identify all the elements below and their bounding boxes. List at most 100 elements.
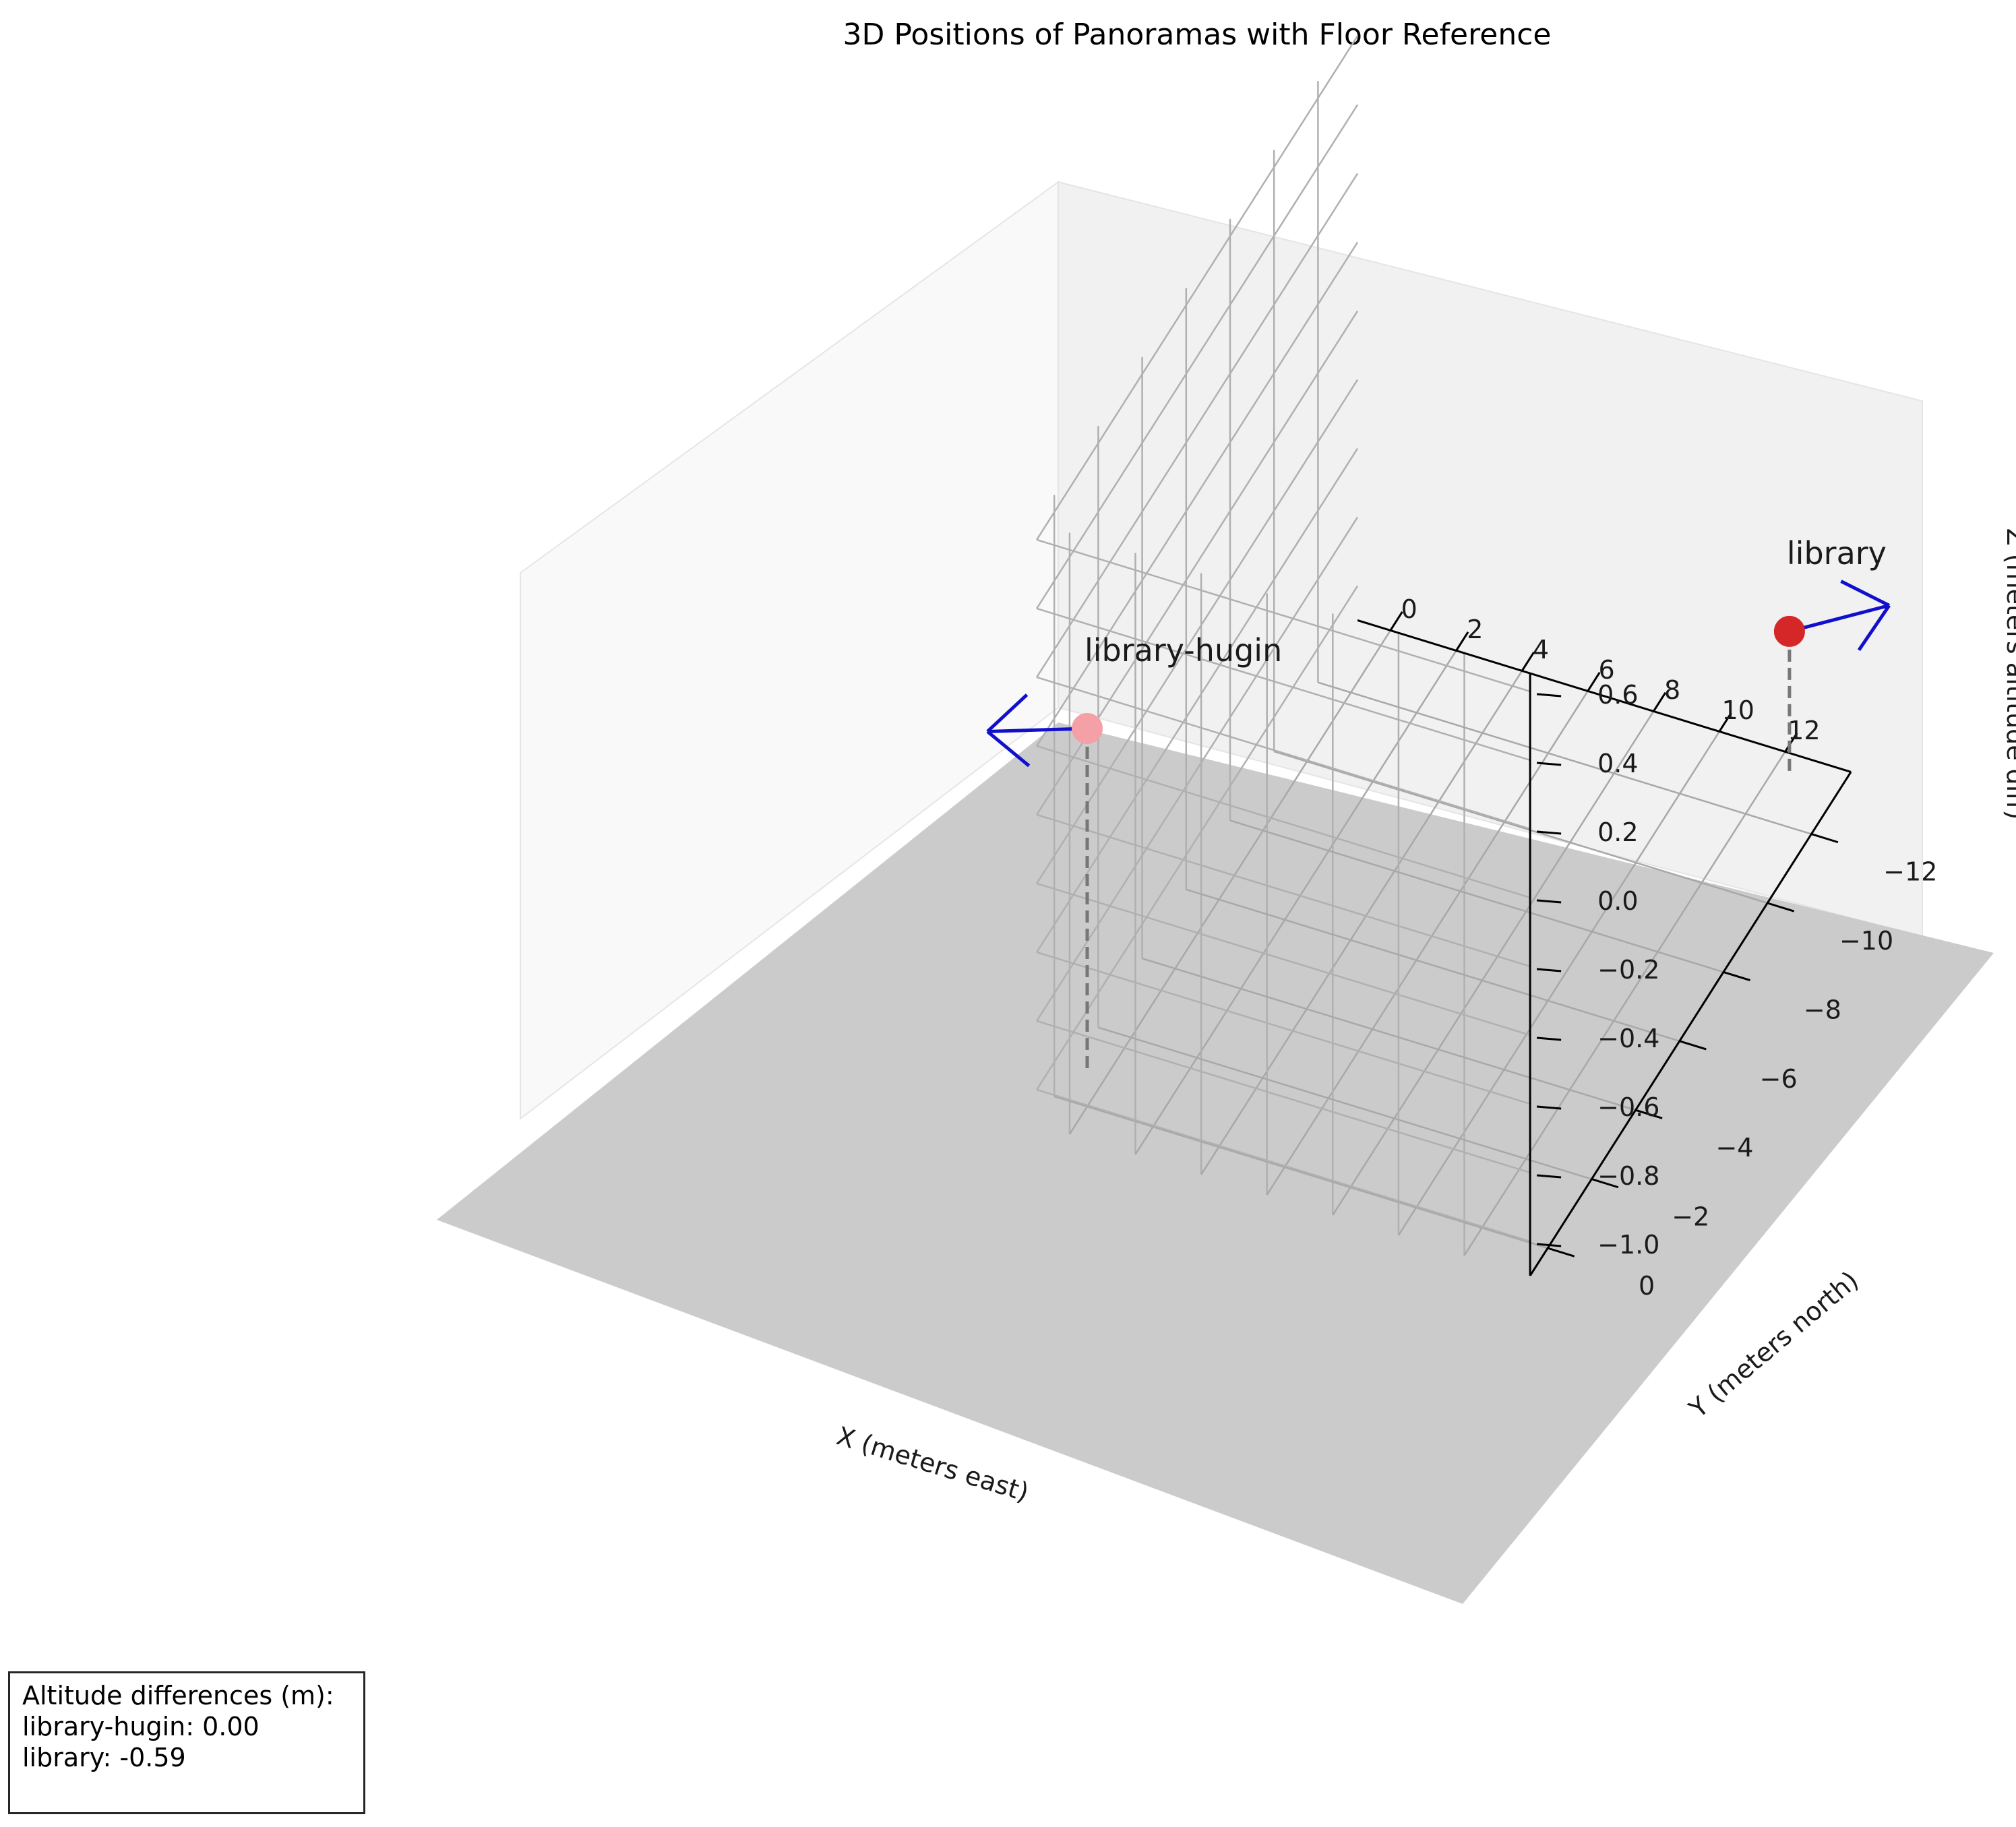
x-tick-label: 6 <box>1598 655 1614 685</box>
grid-line <box>1200 670 1523 1175</box>
grid-line <box>1036 813 1531 968</box>
y-tick <box>1591 1178 1619 1189</box>
grid-line <box>1036 607 1531 762</box>
info-box-heading: Altitude differences (m): <box>22 1681 334 1710</box>
grid-line <box>1036 104 1359 609</box>
x-tick <box>1653 691 1667 712</box>
axis-lines <box>1357 619 1852 1276</box>
y-tick <box>1767 902 1795 912</box>
grid-line <box>1036 882 1531 1036</box>
y-tick <box>1810 833 1839 844</box>
point-label: library <box>1787 535 1887 571</box>
x-axis-line <box>1357 619 1852 773</box>
y-tick <box>1679 1040 1707 1051</box>
grid-lines <box>1036 35 1812 1256</box>
z-tick <box>1536 968 1562 972</box>
grid-line <box>1098 1026 1592 1180</box>
tick-layer: 0 2 4 6 8 10 12 0 −2 −4 −6 −8 −10 −12 0.6 0.4 0.2 0.0 −0.2… <box>1389 594 1937 1301</box>
x-tick-label: 0 <box>1401 594 1417 624</box>
x-tick-label: 10 <box>1722 695 1754 725</box>
grid-line <box>1318 681 1812 835</box>
z-tick <box>1536 693 1562 698</box>
heading-arrow <box>1789 604 1890 633</box>
heading-arrow-head <box>986 730 1031 768</box>
z-tick <box>1536 1174 1562 1179</box>
data-point <box>1773 615 1805 647</box>
y-tick-label: −8 <box>1804 995 1841 1024</box>
grid-line <box>1036 447 1359 953</box>
z-tick <box>1536 1105 1562 1110</box>
grid-line <box>1463 751 1786 1256</box>
altitude-info-box: Altitude differences (m): library-hugin:… <box>8 1671 365 1814</box>
z-axis-label: Z (meters altitude diff) <box>2001 528 2016 820</box>
x-tick <box>1389 611 1403 631</box>
grid-line <box>1186 888 1680 1042</box>
grid-line <box>1036 379 1359 884</box>
grid-line <box>1036 745 1531 899</box>
y-tick-label: −4 <box>1715 1133 1753 1163</box>
grid-line <box>1142 958 1636 1111</box>
grid-line <box>1036 1020 1531 1174</box>
data-point <box>1072 713 1103 744</box>
x-tick <box>1718 712 1732 733</box>
x-tick-label: 12 <box>1788 716 1820 745</box>
z-tick <box>1536 1243 1562 1247</box>
grid-line <box>1036 241 1359 747</box>
heading-arrow-head <box>1840 580 1891 607</box>
heading-arrow-head <box>986 693 1029 733</box>
grid-line <box>1036 516 1359 1022</box>
grid-line <box>1134 650 1457 1155</box>
info-box-line: library: -0.59 <box>22 1743 186 1772</box>
z-tick-label: −0.2 <box>1597 955 1659 985</box>
y-tick <box>1723 970 1750 981</box>
x-tick-label: 2 <box>1467 615 1483 644</box>
info-box-line: library-hugin: 0.00 <box>22 1712 259 1741</box>
grid-line <box>1036 951 1531 1105</box>
heading-arrow-head <box>1857 605 1891 652</box>
grid-line <box>1036 676 1531 830</box>
chart-title: 3D Positions of Panoramas with Floor Ref… <box>843 18 1552 52</box>
z-tick-label: −1.0 <box>1597 1230 1659 1260</box>
grid-line <box>1036 173 1359 678</box>
z-tick-label: −0.6 <box>1597 1092 1659 1122</box>
data-marks: library-hugin library <box>986 535 1891 1072</box>
grid-line <box>1036 538 1531 693</box>
z-tick-label: 0.4 <box>1597 749 1638 778</box>
grid-line <box>1332 710 1655 1216</box>
grid-line <box>1053 1095 1548 1249</box>
z-tick-label: −0.8 <box>1597 1161 1659 1191</box>
x-tick <box>1587 671 1601 692</box>
y-tick <box>1547 1247 1575 1258</box>
point-label: library-hugin <box>1085 632 1282 669</box>
grid-line <box>1036 35 1359 540</box>
y-tick <box>1635 1109 1663 1119</box>
y-tick-label: −2 <box>1672 1202 1709 1232</box>
z-tick-label: 0.2 <box>1597 817 1638 847</box>
z-tick <box>1536 762 1562 766</box>
z-tick <box>1536 830 1562 835</box>
z-tick-label: −0.4 <box>1597 1024 1659 1053</box>
z-tick-label: 0.0 <box>1597 886 1638 916</box>
x-tick <box>1521 651 1535 672</box>
y-tick-label: −6 <box>1760 1064 1798 1094</box>
y-tick-label: 0 <box>1639 1271 1655 1301</box>
grid-line <box>1266 690 1589 1196</box>
z-tick-label: 0.6 <box>1597 680 1638 710</box>
z-tick <box>1536 899 1562 904</box>
grid-line <box>1036 585 1359 1090</box>
x-tick-label: 4 <box>1533 635 1549 664</box>
x-axis-label: X (meters east) <box>833 1421 1032 1507</box>
grid-line <box>1229 819 1724 973</box>
y-tick-label: −10 <box>1839 926 1893 956</box>
grid-line <box>1397 731 1720 1236</box>
x-tick-label: 8 <box>1664 675 1680 705</box>
x-tick <box>1455 631 1469 652</box>
z-tick <box>1536 1036 1562 1041</box>
heading-arrow <box>987 726 1088 733</box>
grid-line <box>1068 629 1391 1135</box>
y-axis-line <box>1529 771 1852 1276</box>
floor-plane <box>437 722 1994 1604</box>
grid-line <box>1273 750 1768 904</box>
grid-line <box>1036 1088 1531 1243</box>
